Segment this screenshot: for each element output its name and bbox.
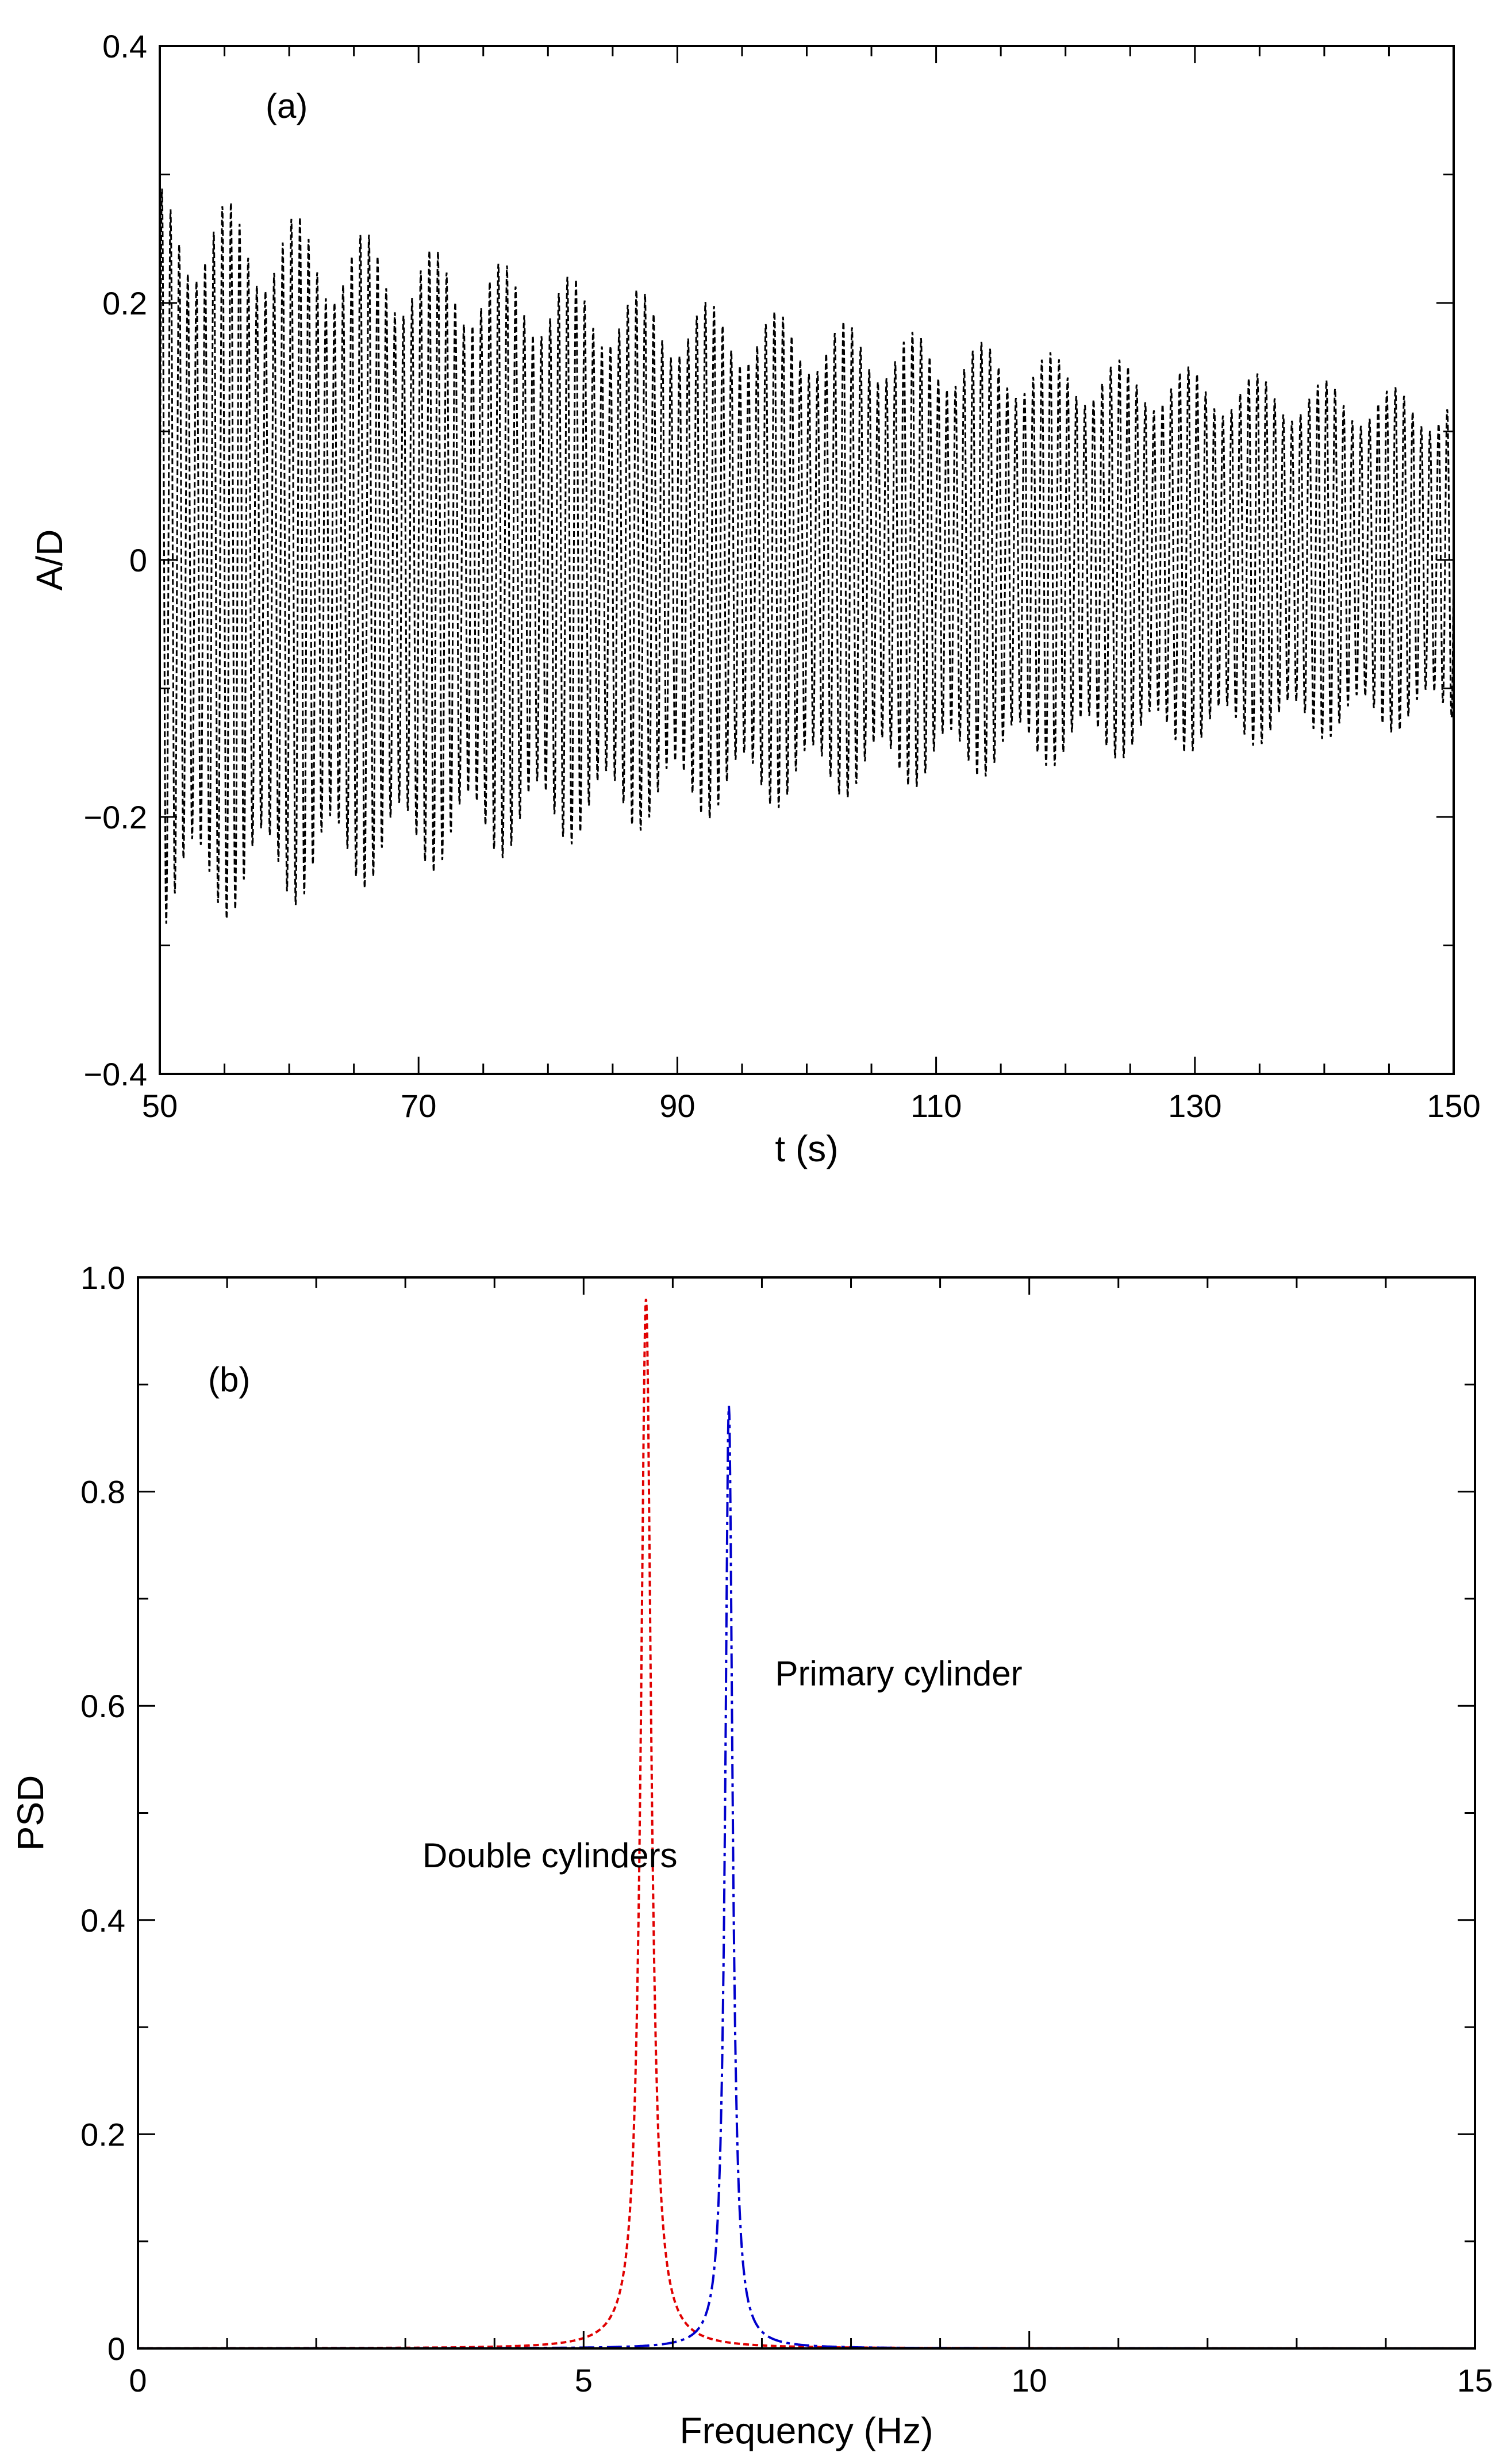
- a-y-tick-label: 0.2: [102, 285, 147, 321]
- y-axis-title-a: A/D: [29, 529, 70, 591]
- psd-series: [138, 1299, 1475, 2350]
- panel-label-a: (a): [266, 87, 308, 125]
- plot-frame-b: [137, 1276, 1476, 2350]
- b-x-tick-label: 15: [1457, 2362, 1493, 2398]
- y-axis-title-b: PSD: [10, 1775, 51, 1851]
- a-x-tick-label: 150: [1427, 1088, 1480, 1124]
- a-x-tick-label: 110: [910, 1088, 962, 1124]
- series-double-cylinders: [138, 1299, 1475, 2350]
- b-y-tick-label: 0.8: [80, 1474, 125, 1510]
- ticks-a: 50 70 90 110 130 150 −0.4 −0.2 0 0.2 0.4: [83, 28, 1480, 1124]
- panel-label-b: (b): [208, 1360, 250, 1399]
- a-y-tick-label: −0.2: [83, 799, 147, 835]
- a-x-tick-label: 90: [659, 1088, 695, 1124]
- panel-a-time-history: 50 70 90 110 130 150 −0.4 −0.2 0 0.2 0.4 (a) t (s)…: [29, 28, 1481, 1169]
- b-y-tick-label: 1.0: [80, 1260, 125, 1296]
- b-y-tick-label: 0: [107, 2331, 125, 2367]
- series-a-d: [159, 189, 1455, 924]
- a-y-tick-label: 0.4: [102, 28, 147, 64]
- b-y-tick-label: 0.2: [80, 2116, 125, 2152]
- a-x-tick-label: 130: [1168, 1088, 1221, 1124]
- a-x-tick-label: 70: [401, 1088, 436, 1124]
- series-primary-cylinder: [138, 1406, 1475, 2350]
- a-x-tick-label: 50: [142, 1088, 178, 1124]
- b-y-tick-label: 0.6: [80, 1688, 125, 1724]
- b-x-tick-label: 10: [1012, 2362, 1047, 2398]
- b-x-tick-label: 5: [575, 2362, 593, 2398]
- annotation-primary-cylinder: Primary cylinder: [775, 1654, 1023, 1692]
- ticks-b: 0 5 10 15 0 0.2 0.4 0.6 0.8 1.0: [80, 1260, 1493, 2398]
- a-y-tick-label: −0.4: [83, 1056, 147, 1092]
- annotation-double-cylinders: Double cylinders: [422, 1836, 678, 1875]
- b-x-tick-label: 0: [129, 2362, 147, 2398]
- signal-series: [159, 189, 1455, 924]
- a-y-tick-label: 0: [129, 542, 147, 578]
- b-y-tick-label: 0.4: [80, 1902, 125, 1939]
- x-axis-title-a: t (s): [775, 1128, 838, 1169]
- x-axis-title-b: Frequency (Hz): [680, 2410, 933, 2451]
- panel-b-psd: 0 5 10 15 0 0.2 0.4 0.6 0.8 1.0 (b) Frequency (Hz…: [10, 1260, 1493, 2451]
